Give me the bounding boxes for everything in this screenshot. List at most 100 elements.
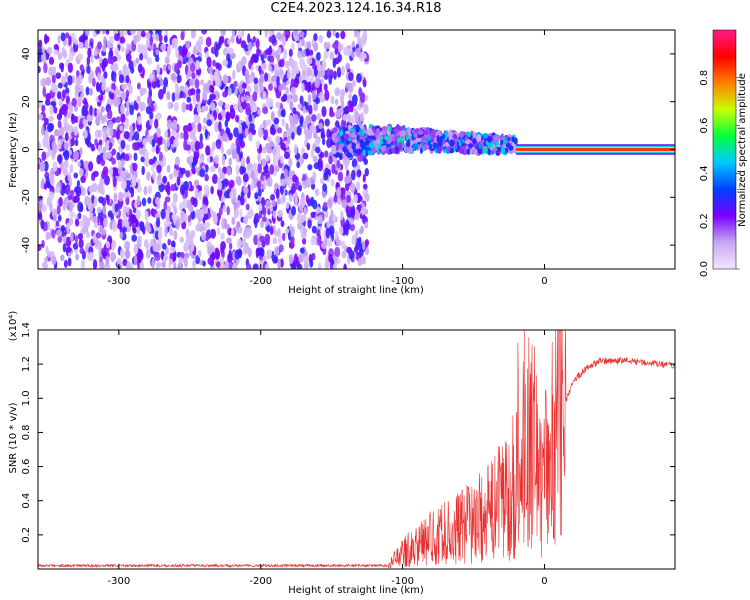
heatmap-cell (227, 38, 231, 45)
heatmap-cell (224, 223, 230, 230)
heatmap-cell (115, 130, 120, 140)
heatmap-cell (69, 163, 74, 174)
heatmap-cell (218, 35, 223, 46)
heatmap-cell (436, 134, 440, 143)
heatmap-cell (348, 72, 354, 82)
heatmap-cell (38, 213, 43, 221)
heatmap-cell (227, 87, 232, 96)
heatmap-cell (252, 263, 259, 269)
heatmap-cell (238, 251, 242, 259)
heatmap-cell (367, 128, 373, 136)
heatmap-cell (310, 148, 315, 159)
heatmap-cell (62, 89, 66, 100)
heatmap-cell (262, 146, 267, 154)
heatmap-cell (275, 135, 281, 145)
heatmap-cell (152, 43, 157, 53)
heatmap-cell (100, 159, 106, 166)
heatmap-cell (209, 101, 216, 111)
heatmap-cell (311, 114, 317, 122)
heatmap-cell (511, 136, 515, 143)
heatmap-cell (226, 149, 232, 156)
heatmap-cell (166, 165, 171, 173)
heatmap-cell (57, 139, 62, 150)
heatmap-cell (317, 236, 322, 246)
heatmap-cell (398, 144, 402, 151)
heatmap-cell (262, 181, 267, 191)
heatmap-cell (65, 236, 72, 248)
heatmap-cell (77, 161, 81, 168)
heatmap-cell (112, 62, 119, 72)
heatmap-cell (158, 231, 163, 240)
heatmap-cell (207, 257, 214, 266)
heatmap-cell (500, 139, 504, 145)
heatmap-cell (268, 65, 273, 72)
heatmap-cell (289, 61, 296, 69)
heatmap-cell (67, 257, 72, 267)
heatmap-cell (117, 160, 122, 170)
heatmap-cell (79, 247, 85, 255)
heatmap-cell (202, 260, 206, 267)
heatmap-cell (45, 176, 50, 187)
heatmap-cell (124, 248, 131, 260)
heatmap-cell (360, 141, 366, 149)
heatmap-cell (56, 205, 61, 216)
heatmap-cell (211, 141, 216, 151)
heatmap-cell (467, 143, 474, 148)
heatmap-cell (280, 109, 286, 118)
heatmap-cell (166, 91, 171, 101)
heatmap-cell (320, 78, 325, 85)
heatmap-cell (351, 158, 358, 169)
heatmap-cell (262, 206, 267, 217)
heatmap-cell (138, 100, 142, 109)
heatmap-cell (241, 166, 247, 174)
heatmap-cell (311, 126, 317, 134)
heatmap-cell (131, 176, 137, 188)
heatmap-cell (276, 53, 280, 63)
heatmap-cell (314, 77, 321, 89)
heatmap-cell (156, 146, 160, 154)
heatmap-cell (346, 194, 351, 204)
heatmap-cell (70, 137, 75, 147)
heatmap-cell (313, 41, 319, 52)
heatmap-cell (51, 255, 57, 266)
heatmap-cell (55, 220, 60, 227)
heatmap-cell (154, 118, 159, 129)
heatmap-cell (68, 217, 74, 226)
heatmap-cell (247, 33, 251, 44)
heatmap-cell (390, 147, 396, 154)
heatmap-cell (235, 137, 241, 148)
heatmap-cell (158, 73, 162, 81)
heatmap-cell (346, 246, 353, 254)
heatmap-cell (180, 167, 186, 175)
heatmap-cell (272, 209, 277, 219)
heatmap-cell (284, 60, 290, 69)
heatmap-cell (171, 124, 178, 132)
heatmap-cell (198, 190, 202, 201)
colorbar-frame (712, 29, 737, 270)
heatmap-cell (173, 102, 179, 112)
snr-line (38, 330, 675, 569)
heatmap-cell (110, 56, 115, 65)
heatmap-cell (277, 210, 284, 218)
heatmap-cell (472, 138, 477, 144)
heatmap-cell (284, 168, 289, 179)
heatmap-cell (67, 75, 73, 86)
heatmap-cell (60, 32, 66, 42)
heatmap-cell (107, 120, 114, 129)
heatmap-cell (226, 237, 232, 244)
heatmap-cell (309, 259, 314, 268)
heatmap-cell (140, 30, 146, 38)
heatmap-cell (258, 203, 263, 212)
heatmap-cell (84, 30, 90, 37)
heatmap-cell (362, 52, 367, 60)
heatmap-cell (45, 76, 52, 86)
heatmap-cell (240, 157, 246, 165)
heatmap-cell (107, 210, 113, 218)
heatmap-cell (193, 114, 199, 124)
heatmap-cell (364, 193, 370, 202)
heatmap-cell (323, 53, 327, 61)
heatmap-cell (65, 246, 72, 253)
heatmap-cell (143, 239, 148, 248)
heatmap-cell (192, 48, 199, 55)
